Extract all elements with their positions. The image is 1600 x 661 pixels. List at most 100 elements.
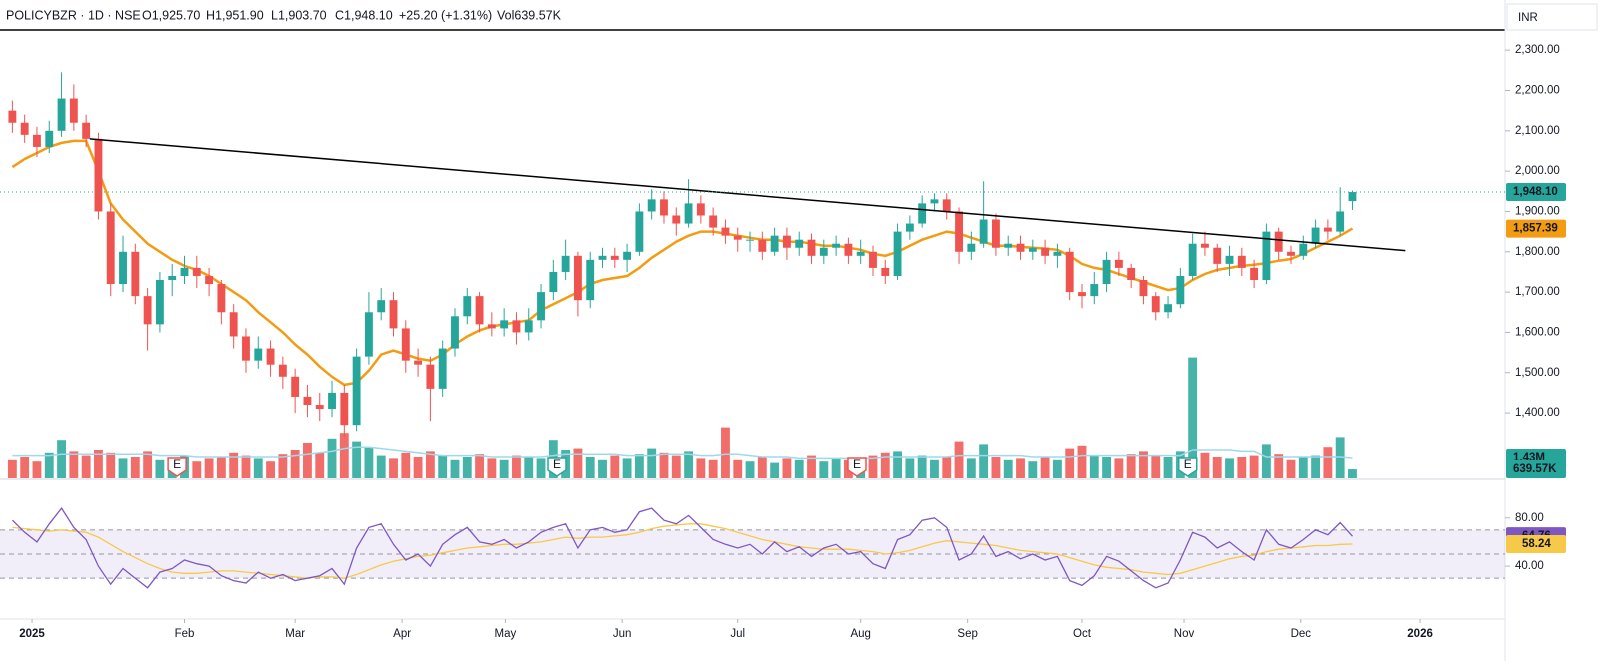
candle-body <box>303 396 312 406</box>
candle-body <box>1041 247 1050 256</box>
rsi-ma-tag: 58.24 <box>1522 538 1551 550</box>
volume-bar <box>1003 459 1013 478</box>
volume-bar <box>32 461 42 478</box>
volume-bar <box>1016 458 1025 478</box>
low-value: L1,903.70 <box>271 8 327 22</box>
candle-body <box>684 203 693 224</box>
x-tick-label: 2026 <box>1407 628 1433 640</box>
volume-bar <box>868 455 878 478</box>
candle-body <box>143 296 152 325</box>
volume-bar <box>69 451 79 478</box>
volume-bar <box>831 458 841 478</box>
candle-body <box>401 328 410 361</box>
y-tick-label: 2,000.00 <box>1515 165 1560 177</box>
volume-bar <box>1298 457 1308 478</box>
volume-bar <box>81 455 91 478</box>
currency: INR <box>1518 12 1538 24</box>
ma-tag-box <box>1506 219 1566 238</box>
candle-body <box>475 296 484 325</box>
volume-bar <box>425 451 435 478</box>
x-tick-label: Apr <box>393 628 411 640</box>
volume-bar <box>376 455 386 478</box>
y-tick-label: 2,100.00 <box>1515 125 1560 137</box>
x-tick-label: 2025 <box>19 628 45 640</box>
candle-body <box>1114 259 1123 268</box>
event-marker <box>1177 457 1198 477</box>
candle-body <box>598 255 607 260</box>
candle-body <box>1250 267 1259 281</box>
volume-bar <box>708 459 718 478</box>
candle-body <box>549 271 558 293</box>
x-tick-label: May <box>495 628 517 640</box>
candle-body <box>168 275 177 281</box>
candle-body <box>254 348 263 361</box>
candle-body <box>967 243 976 252</box>
volume-bar <box>204 458 214 478</box>
volume-bar <box>1065 448 1075 478</box>
volume-bar <box>1311 455 1321 478</box>
volume-bar <box>905 458 915 478</box>
volume-bar <box>118 458 128 478</box>
volume-bar <box>1188 357 1198 478</box>
close-value: C1,948.10 <box>335 8 393 22</box>
event-label: E <box>1184 457 1192 471</box>
candle-body <box>832 243 841 248</box>
volume-bar <box>930 459 939 478</box>
volume-bar <box>1151 455 1161 478</box>
volume-bar <box>966 458 976 478</box>
candle-body <box>45 130 54 147</box>
candle-body <box>1065 251 1074 293</box>
volume-tag-box <box>1506 460 1566 479</box>
y-tick-label: 2,300.00 <box>1515 44 1560 56</box>
candle-body <box>377 300 386 313</box>
volume-bar <box>327 438 337 478</box>
candle-body <box>340 392 349 426</box>
y-tick-label: 1,400.00 <box>1515 407 1560 419</box>
volume-bar <box>991 457 1001 478</box>
candle-body <box>610 255 619 260</box>
candle-body <box>1323 227 1332 232</box>
volume-bar <box>253 458 263 478</box>
candle-body <box>33 134 41 147</box>
volume-bar <box>364 447 374 478</box>
candle-body <box>1287 251 1295 256</box>
volume-bar <box>721 427 730 478</box>
candle-body <box>782 235 791 248</box>
volume-bar <box>536 458 546 478</box>
volume-bar <box>352 441 362 478</box>
volume-bar <box>216 457 226 478</box>
candle-body <box>205 275 214 285</box>
x-tick-label: Feb <box>175 628 195 640</box>
candle-body <box>1348 192 1357 202</box>
volume-bar <box>499 459 509 478</box>
volume-bar <box>278 454 288 478</box>
volume-bar <box>130 457 140 478</box>
rsi-ma-tag-box <box>1506 535 1566 554</box>
candle-body <box>1213 247 1222 264</box>
candle-body <box>1127 267 1136 281</box>
candle-body <box>414 360 423 365</box>
candle-body <box>1028 247 1037 252</box>
candle-body <box>278 364 287 377</box>
volume-bar <box>512 455 521 478</box>
volume-bar <box>696 458 706 478</box>
volume-bar <box>733 459 743 478</box>
candle-body <box>315 405 324 410</box>
candle-body <box>1053 251 1062 256</box>
candle-body <box>524 320 533 333</box>
rsi-line <box>11 506 1353 589</box>
candle-body <box>696 203 705 216</box>
y-tick-label: 1,900.00 <box>1515 205 1560 217</box>
candle-body <box>242 336 250 361</box>
candle-body <box>500 320 509 329</box>
volume-bar <box>1200 452 1210 478</box>
y-tick-label: 1,600.00 <box>1515 326 1560 338</box>
volume-bar <box>413 457 423 478</box>
volume-bar <box>1114 458 1124 478</box>
volume-bar <box>1052 459 1062 478</box>
currency-box[interactable] <box>1506 3 1598 31</box>
change-value: +25.20 (+1.31%) <box>399 8 492 22</box>
volume-value: Vol639.57K <box>497 8 562 22</box>
event-marker <box>547 457 567 477</box>
y-tick-label: 1,500.00 <box>1515 367 1560 379</box>
